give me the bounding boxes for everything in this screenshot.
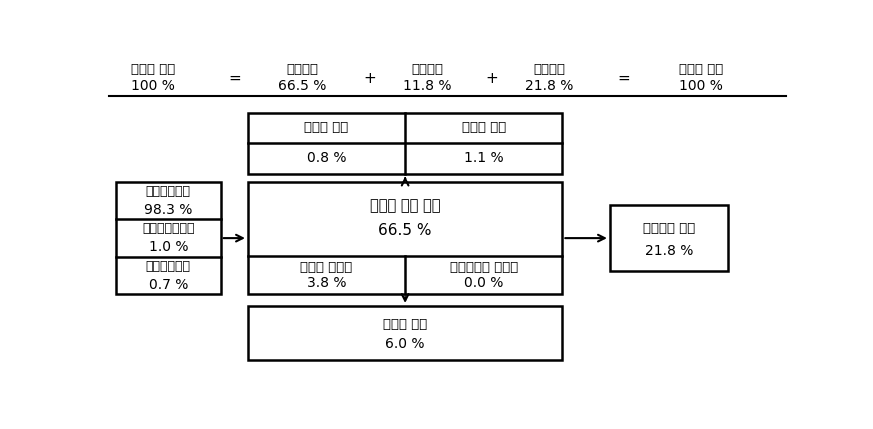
Text: 1.1 %: 1.1 % (464, 151, 504, 166)
Text: 0.8 %: 0.8 % (306, 151, 347, 166)
Text: +: + (485, 71, 498, 86)
Text: 스팀열량: 스팀열량 (286, 63, 318, 76)
Text: 배출열량: 배출열량 (533, 63, 565, 76)
Text: 3.8 %: 3.8 % (306, 276, 347, 290)
Text: =: = (617, 71, 629, 86)
Text: 21.8 %: 21.8 % (525, 79, 573, 93)
Text: 21.8 %: 21.8 % (645, 245, 693, 258)
Text: 절탄기 흡수열: 절탄기 흡수열 (300, 261, 353, 274)
Text: 0.0 %: 0.0 % (464, 276, 504, 290)
Text: 배출가스 열량: 배출가스 열량 (643, 222, 695, 235)
Text: 100 %: 100 % (131, 79, 175, 93)
Text: 소각로 방열: 소각로 방열 (305, 121, 348, 134)
Text: 손실열량: 손실열량 (411, 63, 443, 76)
Text: 보일러 스팀 열량: 보일러 스팀 열량 (370, 198, 440, 213)
Text: 100 %: 100 % (679, 79, 723, 93)
Text: 11.8 %: 11.8 % (402, 79, 451, 93)
Text: 총배출 열량: 총배출 열량 (679, 63, 723, 76)
Text: 폐기물에너지: 폐기물에너지 (146, 185, 191, 198)
Text: 보조연료에너지: 보조연료에너지 (142, 222, 195, 236)
Text: 산화제에너지: 산화제에너지 (146, 260, 191, 273)
Bar (610, 205, 728, 271)
Text: 66.5 %: 66.5 % (378, 223, 432, 238)
Bar (248, 182, 562, 294)
Bar (248, 306, 562, 360)
Text: =: = (228, 71, 241, 86)
Text: 소각재 현열: 소각재 현열 (383, 318, 427, 332)
Bar (116, 182, 221, 294)
Text: 98.3 %: 98.3 % (144, 203, 193, 217)
Text: 보일러 방열: 보일러 방열 (462, 121, 505, 134)
Text: 1.0 %: 1.0 % (148, 240, 188, 254)
Text: 6.0 %: 6.0 % (385, 337, 425, 351)
Text: 66.5 %: 66.5 % (278, 79, 327, 93)
Bar (248, 112, 562, 174)
Text: 총투입 열량: 총투입 열량 (131, 63, 175, 76)
Text: 공기예열기 흡수열: 공기예열기 흡수열 (450, 261, 518, 274)
Text: 0.7 %: 0.7 % (148, 278, 188, 292)
Text: +: + (363, 71, 376, 86)
